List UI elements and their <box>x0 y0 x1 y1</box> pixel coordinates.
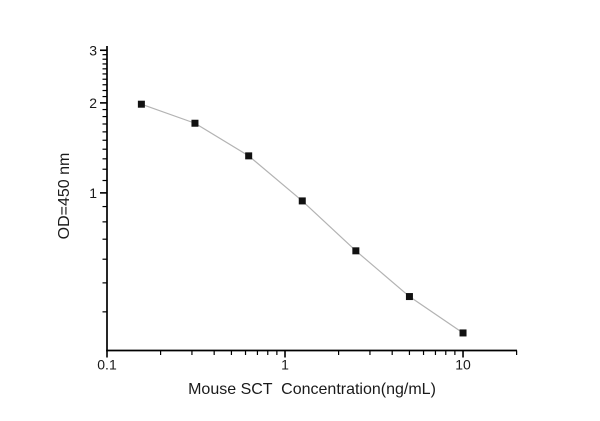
y-tick-label: 1 <box>89 185 97 201</box>
data-point-marker <box>137 100 145 108</box>
y-tick-label: 3 <box>89 42 97 58</box>
y-tick-label: 2 <box>89 95 97 111</box>
data-point-marker <box>298 197 306 205</box>
x-axis-label: Mouse SCT Concentration(ng/mL) <box>188 381 436 398</box>
y-axis-label: OD=450 nm <box>56 152 73 240</box>
x-tick-label: 1 <box>281 357 289 373</box>
series-line <box>141 103 464 334</box>
x-tick-label: 10 <box>455 357 471 373</box>
data-point-marker <box>191 119 199 127</box>
data-point-marker <box>405 293 413 301</box>
data-point-marker <box>459 329 467 337</box>
data-point-marker <box>352 247 360 255</box>
data-point-marker <box>245 152 253 160</box>
x-tick-label: 0.1 <box>97 357 117 373</box>
